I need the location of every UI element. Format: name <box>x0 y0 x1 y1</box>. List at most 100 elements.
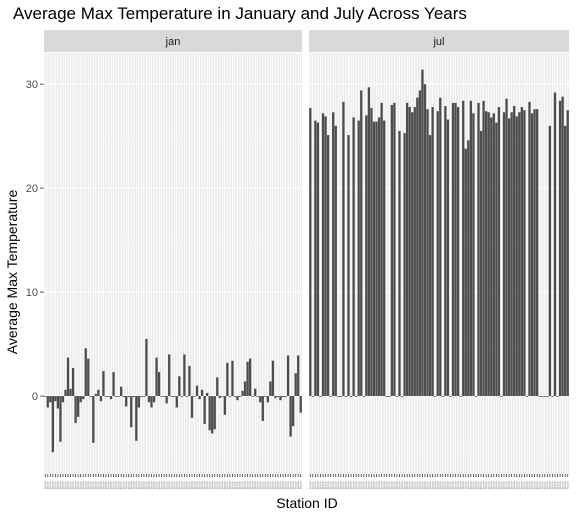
x-tick-label: USC00 <box>518 479 520 492</box>
x-tick-label: USC00 <box>252 479 254 492</box>
bar <box>411 112 413 396</box>
x-tick-label: USC00 <box>353 479 355 492</box>
x-tick-label: USC00 <box>358 479 360 492</box>
x-tick-label: USC00 <box>287 479 289 492</box>
bar <box>444 106 446 396</box>
x-tick-label: USC00 <box>72 479 74 492</box>
bar <box>188 366 190 396</box>
bar <box>173 396 175 397</box>
bar <box>130 396 132 427</box>
x-tick-label: USC00 <box>158 479 160 492</box>
x-tick-label: USC00 <box>511 479 513 492</box>
x-tick-label: USC00 <box>414 479 416 492</box>
bar <box>57 396 59 408</box>
x-tick-label: USC00 <box>345 479 347 492</box>
bar <box>287 355 289 396</box>
x-tick-label: USC00 <box>267 479 269 492</box>
x-tick-label: USC00 <box>156 479 158 492</box>
x-tick-label: USC00 <box>189 479 191 492</box>
bar <box>254 389 256 396</box>
bar <box>59 396 61 442</box>
x-tick-label: USC00 <box>498 479 500 492</box>
bar <box>312 396 314 397</box>
x-tick-label: USC00 <box>490 479 492 492</box>
bar <box>439 98 441 396</box>
bar <box>388 396 390 397</box>
bar <box>203 396 205 424</box>
x-tick-label: USC00 <box>65 479 67 492</box>
bar <box>398 131 400 396</box>
x-tick-label: USC00 <box>249 479 251 492</box>
x-tick-label: USC00 <box>103 479 105 492</box>
x-tick-label: USC00 <box>70 479 72 492</box>
bar <box>414 107 416 396</box>
x-tick-label: USC00 <box>513 479 515 492</box>
bar <box>239 396 241 397</box>
x-tick-label: USC00 <box>391 479 393 492</box>
x-tick-label: USC00 <box>404 479 406 492</box>
x-tick-label: USC00 <box>247 479 249 492</box>
x-tick-label: USC00 <box>199 479 201 492</box>
x-tick-label: USC00 <box>62 479 64 492</box>
x-tick-label: USC00 <box>386 479 388 492</box>
bar <box>128 396 130 397</box>
bar <box>171 396 173 397</box>
x-tick-label: USC00 <box>257 479 259 492</box>
bar <box>67 358 69 396</box>
x-tick-label: USC00 <box>224 479 226 492</box>
x-tick-label: USC00 <box>194 479 196 492</box>
x-tick-label: USC00 <box>462 479 464 492</box>
y-axis-title: Average Max Temperature <box>4 190 20 355</box>
x-tick-label: USC00 <box>424 479 426 492</box>
x-tick-label: USC00 <box>77 479 79 492</box>
x-tick-label: USC00 <box>549 479 551 492</box>
x-tick-label: USC00 <box>282 479 284 492</box>
bar <box>375 122 377 396</box>
x-tick-label: USC00 <box>120 479 122 492</box>
x-tick-label: USC00 <box>524 479 526 492</box>
x-tick-label: USC00 <box>44 479 46 492</box>
x-tick-label: USC00 <box>483 479 485 492</box>
bar <box>193 396 195 397</box>
bar <box>133 396 135 397</box>
x-tick-label: USC00 <box>219 479 221 492</box>
bar <box>378 117 380 396</box>
x-tick-label: USC00 <box>378 479 380 492</box>
x-tick-label: USC00 <box>544 479 546 492</box>
bar <box>505 99 507 396</box>
x-tick-label: USC00 <box>516 479 518 492</box>
x-tick-label: USC00 <box>401 479 403 492</box>
x-tick-label: USC00 <box>488 479 490 492</box>
x-tick-label: USC00 <box>186 479 188 492</box>
x-tick-label: USC00 <box>211 479 213 492</box>
bar <box>87 359 89 396</box>
x-tick-label: USC00 <box>242 479 244 492</box>
x-tick-label: USC00 <box>128 479 130 492</box>
x-tick-label: USC00 <box>447 479 449 492</box>
x-tick-label: USC00 <box>80 479 82 492</box>
x-tick-label: USC00 <box>406 479 408 492</box>
x-tick-label: USC00 <box>138 479 140 492</box>
y-tick-label: 10 <box>26 287 38 299</box>
bar <box>117 396 119 397</box>
bar <box>482 101 484 396</box>
x-tick-label: USC00 <box>434 479 436 492</box>
bar <box>539 396 541 397</box>
x-tick-label: USC00 <box>381 479 383 492</box>
bar <box>54 396 56 401</box>
bar <box>206 393 208 396</box>
x-tick-label: USC00 <box>317 479 319 492</box>
bar <box>196 386 198 396</box>
bar <box>480 131 482 396</box>
x-tick-label: USC00 <box>439 479 441 492</box>
bar <box>138 396 140 407</box>
bar <box>168 354 170 396</box>
x-tick-label: USC00 <box>419 479 421 492</box>
bar <box>528 102 530 396</box>
x-tick-label: USC00 <box>130 479 132 492</box>
bar <box>358 121 360 396</box>
bar <box>123 396 125 397</box>
bar <box>97 390 99 396</box>
bar <box>155 358 157 396</box>
x-tick-label: USC00 <box>151 479 153 492</box>
